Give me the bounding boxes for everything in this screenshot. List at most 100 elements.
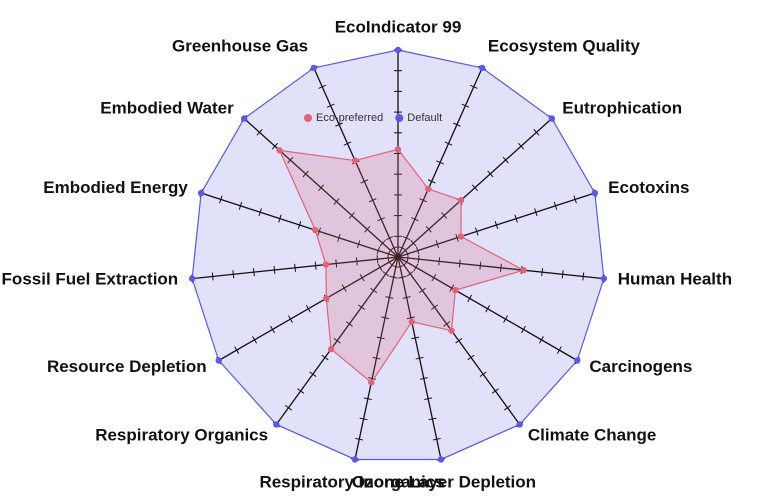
data-point [351,157,359,164]
tick-mark [471,184,478,192]
tick-mark [467,354,475,361]
tick-mark [453,122,461,127]
axis-label: Ecotoxins [608,178,689,197]
data-point [215,357,222,364]
tick-mark [514,214,518,223]
data-point [452,286,459,294]
tick-mark [381,316,390,320]
tick-mark [491,388,499,394]
data-point [322,261,330,268]
tick-mark [518,142,525,150]
axis-label: Eutrophication [562,99,682,118]
tick-mark [376,336,385,340]
tick-mark [411,336,420,340]
tick-mark [360,179,369,184]
tick-mark [443,321,451,327]
tick-mark [314,261,317,270]
tick-mark [333,198,340,205]
tick-mark [449,284,455,292]
tick-mark [419,198,428,203]
tick-mark [377,263,383,272]
data-point [520,266,527,274]
tick-mark [455,233,459,242]
tick-mark [435,240,440,249]
data-point [394,146,402,153]
tick-mark [538,336,544,344]
data-point [425,185,432,193]
tick-mark [427,179,436,184]
series-area [278,148,526,384]
tick-mark [294,263,296,272]
axis-label: Respiratory Organics [95,425,268,444]
tick-mark [271,142,278,150]
tick-mark [419,377,428,380]
tick-mark [415,246,420,255]
center-ring [387,246,409,268]
tick-mark [455,337,463,344]
data-point [351,456,359,463]
tick-mark [357,304,366,310]
tick-mark [553,201,558,210]
data-point [408,318,415,325]
data-point [448,327,455,334]
data-point [437,456,445,463]
tick-mark [359,273,365,282]
tick-mark [424,397,433,401]
axis-label: EcoIndicator 99 [335,17,462,36]
tick-mark [502,156,509,164]
tick-mark [415,356,424,360]
tick-mark [534,208,538,217]
data-point [312,226,319,234]
axis-label: Ecosystem Quality [488,37,641,56]
data-point [394,46,402,54]
tick-mark [494,221,499,229]
tick-mark [436,160,444,165]
tick-mark [356,240,361,249]
axis-label: Greenhouse Gas [172,37,308,56]
tick-mark [479,261,482,270]
tick-mark [541,268,544,277]
data-point [323,295,330,302]
tick-mark [413,263,419,272]
axis-label: Human Health [618,270,732,289]
data-point [327,345,335,353]
tick-mark [485,305,491,313]
tick-mark [258,208,262,217]
tick-mark [487,170,494,178]
axis-label: Embodied Water [100,99,234,118]
data-point [548,115,556,122]
tick-mark [288,315,293,323]
tick-mark [467,294,473,303]
tick-mark [389,275,398,279]
legend-marker [395,114,404,122]
tick-mark [406,270,414,277]
tick-mark [479,371,487,377]
tick-mark [343,141,352,146]
tick-mark [287,156,294,164]
tick-mark [469,84,478,89]
data-point [310,64,318,72]
tick-mark [345,321,353,327]
data-point [516,421,523,428]
axis-label: Fossil Fuel Extraction [2,270,179,289]
tick-mark [337,233,341,242]
tick-mark [461,103,470,108]
tick-mark [425,225,432,233]
axis-label: Embodied Energy [43,178,188,197]
tick-mark [335,122,343,127]
legend-label: Default [407,112,442,124]
tick-mark [428,417,437,421]
tick-mark [234,346,240,354]
tick-mark [402,236,411,241]
tick-mark [402,296,411,299]
tick-mark [385,296,394,299]
tick-mark [573,195,577,204]
tick-mark [533,129,540,136]
tick-mark [376,246,381,255]
tick-mark [458,259,461,268]
tick-mark [348,212,355,219]
data-point [600,275,608,282]
tick-mark [355,437,364,441]
tick-mark [417,255,420,264]
